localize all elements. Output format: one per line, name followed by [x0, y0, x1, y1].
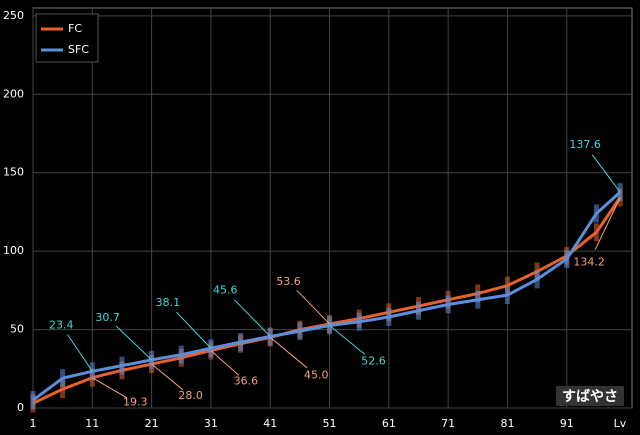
x-tick-label: 11: [85, 417, 99, 430]
x-tick-label: 41: [263, 417, 277, 430]
leader-line: [329, 325, 366, 355]
legend-label: FC: [68, 22, 82, 35]
value-label: 36.6: [234, 375, 259, 388]
y-tick-label: 0: [17, 401, 24, 414]
leader-line: [176, 311, 212, 349]
leader-line: [269, 337, 308, 369]
value-label: 134.2: [573, 255, 605, 268]
value-label: 52.6: [361, 354, 386, 367]
x-tick-label: 71: [441, 417, 455, 430]
value-label: 23.4: [49, 318, 74, 331]
x-tick-label: 51: [323, 417, 337, 430]
value-label: 19.3: [123, 396, 148, 409]
legend: FC SFC: [35, 13, 99, 63]
leader-line: [296, 289, 330, 325]
value-label: 45.6: [213, 283, 238, 296]
leader-line: [594, 197, 621, 250]
value-label: 53.6: [276, 275, 301, 288]
x-tick-label: 81: [500, 417, 514, 430]
annotation: すばやさ: [562, 389, 618, 405]
y-tick-label: 150: [3, 166, 24, 179]
x-tick-label: 91: [560, 417, 574, 430]
value-label: 38.1: [156, 296, 181, 309]
x-tick-label: 1: [30, 417, 37, 430]
leader-line: [116, 325, 152, 361]
value-label: 28.0: [178, 389, 203, 402]
legend-label: SFC: [68, 43, 89, 56]
y-tick-label: 100: [3, 244, 24, 257]
value-label: 30.7: [95, 311, 120, 324]
x-axis-label: Lv: [614, 417, 627, 430]
value-label: 137.6: [569, 138, 601, 151]
legend-box: [35, 13, 99, 63]
y-tick-label: 250: [3, 9, 24, 22]
leader-line: [210, 350, 240, 376]
annotation-box: [556, 386, 624, 406]
value-label: 45.0: [304, 368, 329, 381]
x-tick-label: 31: [204, 417, 218, 430]
x-tick-label: 61: [382, 417, 396, 430]
y-tick-label: 200: [3, 87, 24, 100]
leader-line: [67, 334, 93, 372]
x-tick-label: 21: [145, 417, 159, 430]
y-tick-label: 50: [10, 323, 24, 336]
leader-line: [233, 299, 271, 337]
leader-line: [92, 377, 127, 399]
leader-line: [591, 154, 621, 193]
leader-line: [151, 363, 184, 391]
